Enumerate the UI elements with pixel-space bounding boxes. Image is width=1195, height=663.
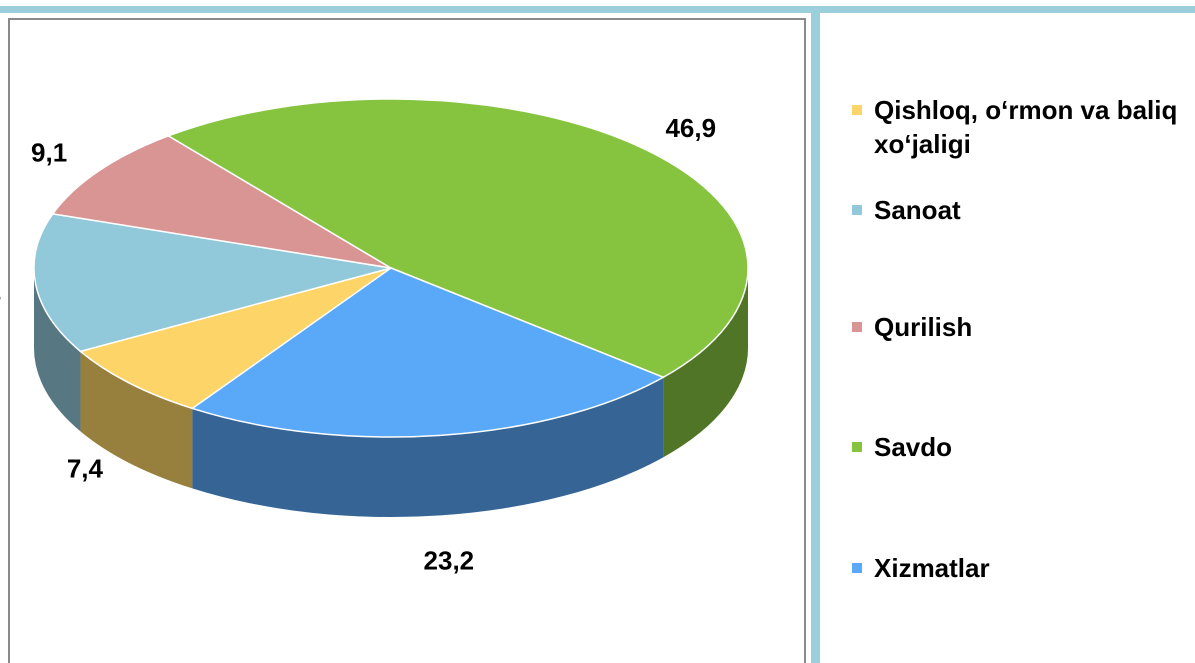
slice-side xyxy=(80,351,193,489)
legend-item: Sanoat xyxy=(852,193,1182,227)
legend-label: Qurilish xyxy=(874,312,973,342)
slice xyxy=(166,98,749,379)
legend-swatch xyxy=(852,442,862,452)
slice-side-shade xyxy=(34,268,81,432)
slice-side xyxy=(34,268,81,432)
legend-item: Savdo xyxy=(852,430,1182,464)
legend-swatch xyxy=(852,563,862,573)
data-label: 9,1 xyxy=(31,137,67,167)
legend-label: Sanoat xyxy=(874,195,961,225)
top-bar xyxy=(0,6,1195,13)
data-label: 46,9 xyxy=(665,113,716,143)
legend-label: Savdo xyxy=(874,432,953,462)
legend-item: Xizmatlar xyxy=(852,551,1182,585)
legend-swatch xyxy=(852,205,862,215)
slice-side-shade xyxy=(192,377,664,517)
legend-item: Qurilish xyxy=(852,310,1182,344)
divider-bar xyxy=(811,10,820,663)
data-label: 13,4 xyxy=(0,279,1,309)
legend-swatch xyxy=(852,105,862,115)
legend-item: Qishloq, o‘rmon va baliq xo‘jaligi xyxy=(852,93,1182,161)
slice xyxy=(78,267,392,410)
pie-tops xyxy=(33,98,749,438)
slice-side xyxy=(663,268,748,458)
slice xyxy=(190,267,666,438)
pie-sides xyxy=(34,268,748,517)
slice-side-shade xyxy=(80,351,193,489)
legend-label: Xizmatlar xyxy=(874,553,990,583)
data-label: 7,4 xyxy=(67,453,104,483)
legend-label: Qishloq, o‘rmon va baliq xo‘jaligi xyxy=(874,95,1178,159)
slice-side-shade xyxy=(663,268,748,458)
slice xyxy=(33,213,392,353)
chart-frame xyxy=(8,18,806,663)
legend-swatch xyxy=(852,322,862,332)
data-label: 23,2 xyxy=(424,546,475,576)
slice xyxy=(51,135,392,269)
slice-side xyxy=(192,377,664,517)
